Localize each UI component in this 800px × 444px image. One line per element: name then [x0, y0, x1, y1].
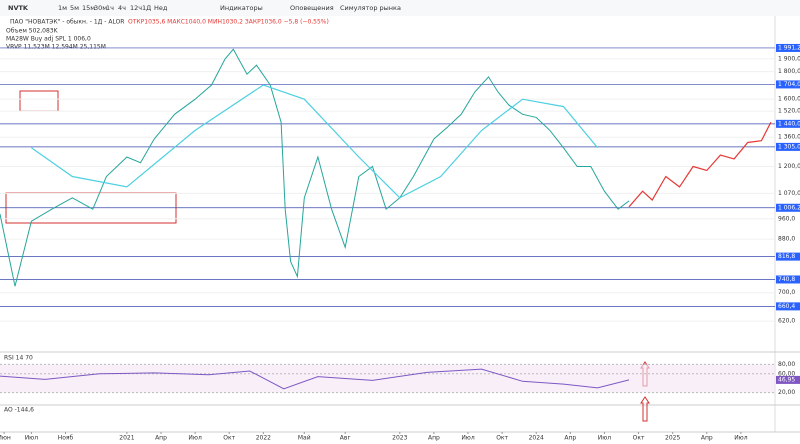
- level-tag: [776, 275, 800, 284]
- rsi-tag: [776, 375, 800, 384]
- legend-volume: Объем 502,083K: [6, 28, 59, 35]
- interval-button[interactable]: 30м: [94, 4, 107, 12]
- level-label: 816,8: [778, 253, 795, 260]
- ao-label: AO -144,6: [4, 407, 34, 414]
- interval-button[interactable]: 1Д: [142, 4, 151, 12]
- level-label: 660,4: [778, 303, 795, 310]
- x-tick-label: 2024: [529, 435, 544, 442]
- x-tick-label: Июл: [734, 435, 748, 442]
- y-tick-label: 880,0: [778, 236, 795, 243]
- interval-button[interactable]: 15м: [82, 4, 95, 12]
- x-tick-label: 2025: [665, 435, 680, 442]
- x-tick-label: Апр: [564, 435, 576, 442]
- toolbar-bg: [0, 0, 800, 16]
- x-tick-label: Июл: [461, 435, 475, 442]
- level-label: 1 006,2: [778, 204, 800, 211]
- x-tick-label: Май: [298, 435, 311, 442]
- y-tick-label: 1 520,0: [778, 108, 800, 115]
- arrow-up: [640, 396, 650, 422]
- level-tag: [776, 119, 800, 128]
- level-label: 1 440,0: [778, 120, 800, 127]
- rsi-line: [0, 368, 630, 390]
- x-tick-label: Июн: [0, 435, 11, 442]
- alerts-button[interactable]: Оповещения: [290, 4, 334, 12]
- x-tick-label: Нояб: [58, 435, 74, 442]
- level-label: 1 305,0: [778, 143, 800, 150]
- interval-button[interactable]: 5м: [70, 4, 79, 12]
- level-label: 740,8: [778, 276, 795, 283]
- x-tick-label: Апр: [701, 435, 713, 442]
- rsi-tick-label: 60,00: [778, 370, 795, 377]
- x-tick-label: 2022: [256, 435, 271, 442]
- interval-button[interactable]: 1м: [58, 4, 67, 12]
- x-tick-label: Июл: [25, 435, 39, 442]
- level-tag: [776, 142, 800, 151]
- level-tag: [776, 203, 800, 212]
- x-tick-label: Апр: [428, 435, 440, 442]
- x-tick-label: 2021: [119, 435, 134, 442]
- y-tick-label: 1 600,0: [778, 96, 800, 103]
- price-line: [0, 48, 630, 287]
- rsi-tick-label: 80,00: [778, 361, 795, 368]
- x-tick-label: Окт: [633, 435, 645, 442]
- x-tick-label: Июл: [188, 435, 202, 442]
- y-tick-label: 1 200,0: [778, 163, 800, 170]
- interval-button[interactable]: 4ч: [118, 4, 126, 12]
- level-label: 1 704,0: [778, 81, 800, 88]
- interval-button[interactable]: 12ч: [130, 4, 142, 12]
- price-line: [628, 121, 772, 208]
- rsi-label: RSI 14 70: [4, 355, 33, 362]
- rsi-last: 46,95: [778, 376, 795, 383]
- interval-button[interactable]: Нед: [154, 4, 168, 12]
- y-tick-label: 1 900,0: [778, 55, 800, 62]
- x-tick-label: Авг: [340, 435, 351, 442]
- interval-button[interactable]: 1ч: [106, 4, 114, 12]
- legend-ma: MA28W Buy adj SPL 1 006,0: [6, 36, 91, 43]
- y-tick-label: 1 070,0: [778, 190, 800, 197]
- y-tick-label: 1 800,0: [778, 68, 800, 75]
- price-line: [31, 84, 599, 199]
- x-tick-label: Окт: [496, 435, 508, 442]
- rsi-tick-label: 20,00: [778, 389, 795, 396]
- level-tag: [776, 80, 800, 89]
- x-tick-label: Июл: [598, 435, 612, 442]
- y-tick-label: 620,0: [778, 318, 795, 325]
- y-tick-label: 700,0: [778, 289, 795, 296]
- y-tick-label: 960,0: [778, 215, 795, 222]
- indicators-button[interactable]: Индикаторы: [220, 4, 263, 12]
- symbol[interactable]: NVTK: [8, 4, 29, 12]
- annotation-box: [19, 90, 59, 112]
- level-tag: [776, 252, 800, 261]
- level-tag: [776, 302, 800, 311]
- x-tick-label: Окт: [223, 435, 235, 442]
- y-tick-label: 1 360,0: [778, 134, 800, 141]
- level-label: 1 991,2: [778, 44, 800, 51]
- x-tick-label: Апр: [155, 435, 167, 442]
- legend-vrvp: VRVP 11,523M 12,594M 25,115M: [6, 44, 106, 51]
- legend-ohlc: ОТКР1035,6 МАКС1040,0 МИН1030,2 ЗАКР1036…: [128, 19, 329, 26]
- level-tag: [776, 43, 800, 52]
- x-tick-label: 2023: [392, 435, 407, 442]
- replay-button[interactable]: Симулятор рынка: [340, 4, 401, 12]
- legend-title: ПАО "НОВАТЭК" - обыкн. - 1Д - ALOR: [10, 19, 124, 26]
